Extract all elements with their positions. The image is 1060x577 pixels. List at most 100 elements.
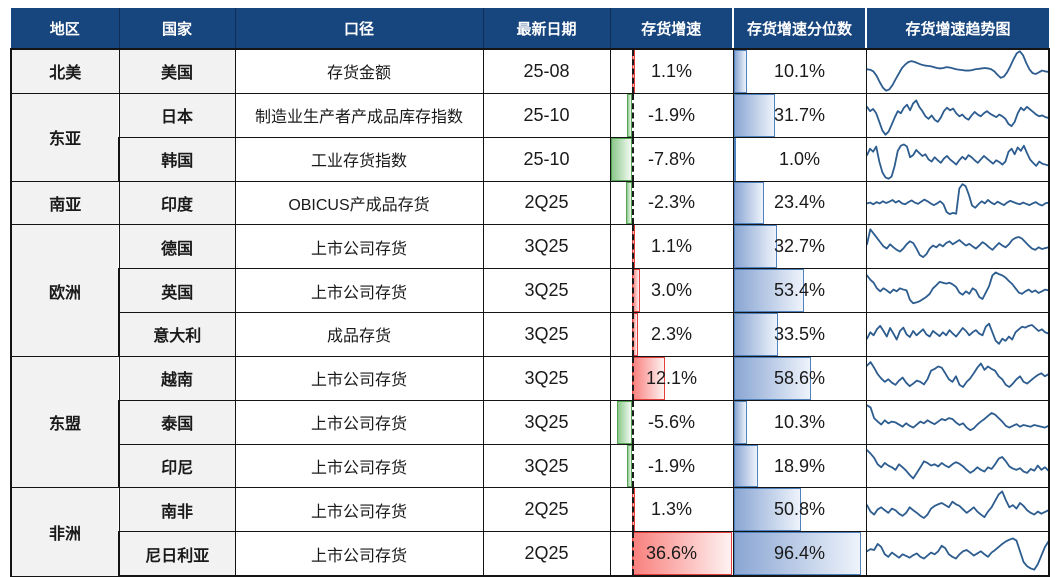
- metric-cell: 上市公司存货: [234, 443, 484, 489]
- table-row: 东盟 越南 上市公司存货 3Q25 12.1% 58.6%: [10, 355, 1050, 489]
- country-cell: 意大利: [118, 312, 236, 357]
- region-cell: 非洲: [10, 487, 120, 577]
- growth-value: -7.8%: [647, 148, 696, 169]
- growth-value: 1.3%: [650, 499, 693, 520]
- column-header-trend: 存货增速趋势图: [865, 8, 1049, 50]
- percentile-value: 18.9%: [773, 455, 826, 476]
- percentile-cell: 31.7%: [732, 92, 867, 138]
- growth-value: 1.1%: [650, 60, 693, 81]
- metric-cell: 存货金额: [234, 48, 484, 94]
- inventory-table-wrapper: 地区 国家 口径 最新日期 存货增速 存货增速分位数 存货增速趋势图 北美 美国存…: [10, 8, 1050, 577]
- percentile-bar: [734, 532, 861, 575]
- growth-cell: -5.6%: [609, 399, 734, 445]
- table-header: 地区 国家 口径 最新日期 存货增速 存货增速分位数 存货增速趋势图: [11, 8, 1049, 50]
- date-cell: 2Q25: [482, 487, 611, 533]
- growth-bar: [631, 357, 666, 400]
- trend-cell: [865, 399, 1050, 445]
- trend-cell: [865, 224, 1050, 270]
- growth-value: 2.3%: [650, 323, 693, 344]
- table-body: 北美 美国 存货金额 25-08 1.1% 10.1% 东亚 日本 制造业生产者产成品库存指数 2…: [10, 48, 1050, 577]
- zero-axis-line: [631, 313, 634, 356]
- metric-cell: OBICUS产成品存货: [234, 180, 484, 226]
- trend-cell: [865, 487, 1050, 533]
- percentile-value: 23.4%: [773, 192, 826, 213]
- trend-sparkline: [867, 445, 1049, 488]
- growth-cell: 2.3%: [609, 312, 734, 357]
- trend-sparkline: [867, 94, 1049, 137]
- country-cell: 韩国: [118, 136, 236, 182]
- percentile-cell: 1.0%: [732, 136, 867, 182]
- growth-cell: 12.1%: [609, 355, 734, 401]
- zero-axis-line: [631, 225, 634, 268]
- column-header-country: 国家: [118, 8, 235, 50]
- percentile-cell: 33.5%: [732, 312, 867, 357]
- percentile-cell: 96.4%: [732, 531, 867, 577]
- trend-sparkline: [867, 50, 1049, 93]
- percentile-cell: 58.6%: [732, 355, 867, 401]
- growth-cell: -1.9%: [609, 443, 734, 489]
- percentile-value: 53.4%: [773, 280, 826, 301]
- country-cell: 印度: [118, 180, 236, 226]
- date-cell: 3Q25: [482, 399, 611, 445]
- column-header-metric: 口径: [234, 8, 483, 50]
- table-row: 南亚 印度 OBICUS产成品存货 2Q25 -2.3% 23.4%: [10, 180, 1050, 226]
- date-cell: 25-10: [482, 92, 611, 138]
- column-header-growth: 存货增速: [609, 8, 733, 50]
- region-cell: 北美: [10, 48, 120, 94]
- growth-cell: -1.9%: [609, 92, 734, 138]
- percentile-cell: 10.1%: [732, 48, 867, 94]
- percentile-bar: [734, 138, 736, 181]
- percentile-cell: 18.9%: [732, 443, 867, 489]
- percentile-bar: [734, 94, 776, 137]
- percentile-bar: [734, 488, 801, 531]
- date-cell: 25-10: [482, 136, 611, 182]
- percentile-value: 96.4%: [773, 543, 826, 564]
- table-row: 意大利 成品存货 3Q25 2.3% 33.5%: [11, 312, 1050, 357]
- growth-cell: 1.3%: [609, 487, 734, 533]
- column-header-date: 最新日期: [482, 8, 610, 50]
- metric-cell: 制造业生产者产成品库存指数: [234, 92, 484, 138]
- date-cell: 3Q25: [482, 355, 611, 401]
- date-cell: 3Q25: [482, 224, 611, 270]
- growth-cell: -7.8%: [609, 136, 734, 182]
- percentile-bar: [734, 357, 811, 400]
- metric-cell: 工业存货指数: [234, 136, 484, 182]
- table-row: 韩国 工业存货指数 25-10 -7.8% 1.0%: [11, 136, 1050, 182]
- header-row: 地区 国家 口径 最新日期 存货增速 存货增速分位数 存货增速趋势图: [11, 8, 1049, 50]
- table-row: 尼日利亚 上市公司存货 2Q25 36.6% 96.4%: [11, 531, 1050, 577]
- growth-value: -1.9%: [647, 455, 696, 476]
- percentile-bar: [734, 225, 777, 268]
- metric-cell: 上市公司存货: [234, 531, 484, 577]
- growth-value: 12.1%: [645, 367, 698, 388]
- country-cell: 印尼: [118, 443, 236, 489]
- growth-cell: 1.1%: [609, 224, 734, 270]
- region-cell: 南亚: [10, 180, 120, 226]
- table-row: 印尼 上市公司存货 3Q25 -1.9% 18.9%: [11, 443, 1050, 489]
- growth-value: 3.0%: [650, 280, 693, 301]
- growth-cell: 1.1%: [609, 48, 734, 94]
- trend-cell: [865, 531, 1050, 577]
- percentile-value: 32.7%: [773, 236, 826, 257]
- table-row: 东亚 日本 制造业生产者产成品库存指数 25-10 -1.9% 31.7%: [10, 92, 1050, 182]
- trend-cell: [865, 48, 1050, 94]
- growth-value: 36.6%: [645, 543, 698, 564]
- trend-sparkline: [867, 138, 1049, 181]
- country-cell: 尼日利亚: [118, 531, 236, 577]
- trend-sparkline: [867, 269, 1049, 312]
- region-cell: 东盟: [10, 355, 120, 489]
- metric-cell: 成品存货: [234, 312, 484, 357]
- region-cell: 东亚: [10, 92, 120, 182]
- date-cell: 3Q25: [482, 312, 611, 357]
- country-cell: 南非: [118, 487, 236, 533]
- growth-cell: 3.0%: [609, 268, 734, 314]
- country-cell: 德国: [118, 224, 236, 270]
- metric-cell: 上市公司存货: [234, 268, 484, 314]
- trend-sparkline: [867, 532, 1049, 575]
- trend-sparkline: [867, 313, 1049, 356]
- table-row: 北美 美国 存货金额 25-08 1.1% 10.1%: [10, 48, 1050, 94]
- trend-cell: [865, 136, 1050, 182]
- percentile-value: 58.6%: [773, 367, 826, 388]
- growth-bar: [631, 532, 732, 575]
- growth-value: 1.1%: [650, 236, 693, 257]
- percentile-bar: [734, 269, 804, 312]
